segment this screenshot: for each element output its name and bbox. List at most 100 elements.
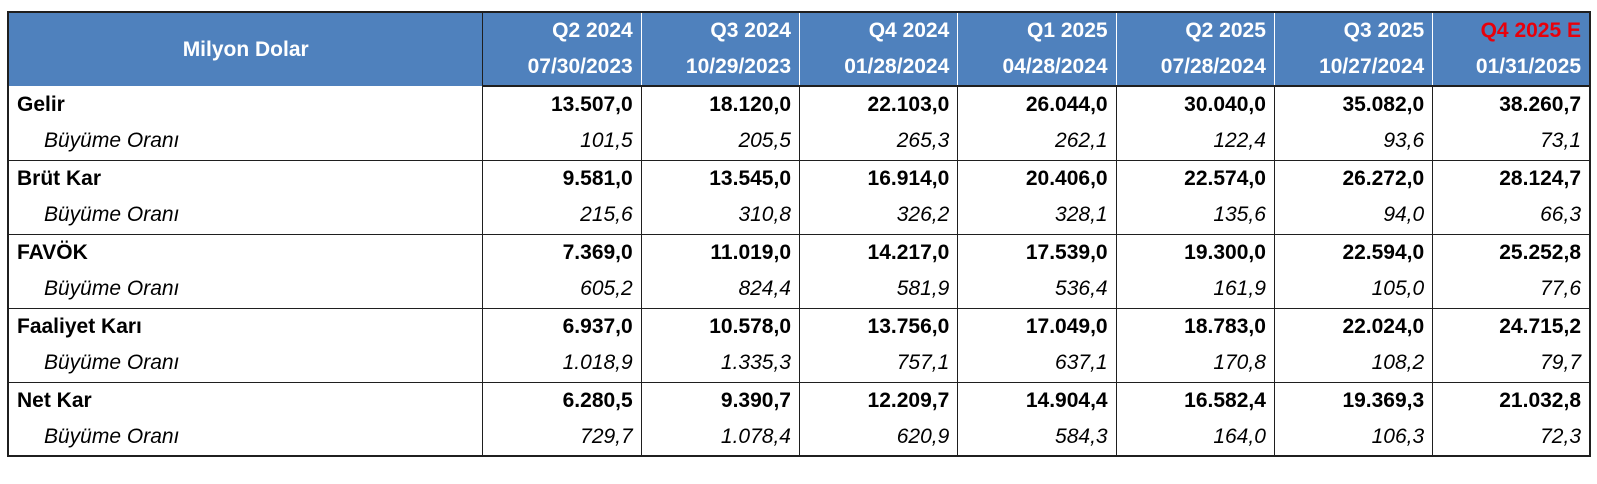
growth-label: Büyüme Oranı: [7, 419, 483, 457]
growth-cell: 79,7: [1432, 345, 1592, 383]
table-body: Gelir 13.507,0 18.120,0 22.103,0 26.044,…: [7, 86, 1592, 457]
unit-label-header: Milyon Dolar: [7, 11, 484, 86]
growth-cell: 77,6: [1432, 271, 1592, 309]
growth-cell: 637,1: [957, 345, 1117, 383]
metric-label: Net Kar: [7, 382, 483, 419]
value-cell: 28.124,7: [1432, 160, 1592, 197]
value-cell: 19.300,0: [1115, 234, 1275, 271]
table-row-brut-kar-growth: Büyüme Oranı 215,6 310,8 326,2 328,1 135…: [7, 197, 1592, 235]
financial-table: Milyon Dolar Q2 2024 Q3 2024 Q4 2024 Q1 …: [7, 11, 1592, 457]
value-cell: 22.574,0: [1115, 160, 1275, 197]
table-row-faaliyet-kari: Faaliyet Karı 6.937,0 10.578,0 13.756,0 …: [7, 308, 1592, 345]
growth-cell: 605,2: [482, 271, 642, 309]
growth-cell: 66,3: [1432, 197, 1592, 235]
value-cell: 18.120,0: [640, 86, 800, 123]
growth-label: Büyüme Oranı: [7, 345, 483, 383]
growth-cell: 101,5: [482, 123, 642, 161]
value-cell: 11.019,0: [640, 234, 800, 271]
date-header-q1-2025: 04/28/2024: [957, 49, 1117, 87]
value-cell: 13.756,0: [798, 308, 958, 345]
growth-cell: 135,6: [1115, 197, 1275, 235]
table-row-net-kar: Net Kar 6.280,5 9.390,7 12.209,7 14.904,…: [7, 382, 1592, 419]
growth-cell: 1.018,9: [482, 345, 642, 383]
quarter-header-q1-2025: Q1 2025: [957, 11, 1117, 49]
value-cell: 21.032,8: [1432, 382, 1592, 419]
growth-cell: 328,1: [957, 197, 1117, 235]
value-cell: 7.369,0: [482, 234, 642, 271]
growth-cell: 164,0: [1115, 419, 1275, 457]
table-row-gelir: Gelir 13.507,0 18.120,0 22.103,0 26.044,…: [7, 86, 1592, 123]
growth-cell: 1.078,4: [640, 419, 800, 457]
date-header-q3-2024: 10/29/2023: [640, 49, 800, 87]
growth-cell: 94,0: [1273, 197, 1433, 235]
quarter-header-q2-2025: Q2 2025: [1115, 11, 1275, 49]
header-row-quarters: Milyon Dolar Q2 2024 Q3 2024 Q4 2024 Q1 …: [7, 11, 1592, 86]
value-cell: 25.252,8: [1432, 234, 1592, 271]
value-cell: 14.217,0: [798, 234, 958, 271]
value-cell: 16.582,4: [1115, 382, 1275, 419]
value-cell: 26.272,0: [1273, 160, 1433, 197]
value-cell: 12.209,7: [798, 382, 958, 419]
growth-cell: 620,9: [798, 419, 958, 457]
date-header-q2-2025: 07/28/2024: [1115, 49, 1275, 87]
growth-cell: 205,5: [640, 123, 800, 161]
growth-cell: 72,3: [1432, 419, 1592, 457]
value-cell: 22.103,0: [798, 86, 958, 123]
value-cell: 24.715,2: [1432, 308, 1592, 345]
metric-label: Brüt Kar: [7, 160, 483, 197]
value-cell: 20.406,0: [957, 160, 1117, 197]
date-header-q4-2025: 01/31/2025: [1432, 49, 1592, 87]
growth-label: Büyüme Oranı: [7, 123, 483, 161]
value-cell: 22.024,0: [1273, 308, 1433, 345]
value-cell: 38.260,7: [1432, 86, 1592, 123]
value-cell: 10.578,0: [640, 308, 800, 345]
value-cell: 26.044,0: [957, 86, 1117, 123]
growth-cell: 310,8: [640, 197, 800, 235]
metric-label: Gelir: [7, 86, 483, 123]
value-cell: 14.904,4: [957, 382, 1117, 419]
value-cell: 30.040,0: [1115, 86, 1275, 123]
growth-cell: 262,1: [957, 123, 1117, 161]
growth-cell: 105,0: [1273, 271, 1433, 309]
growth-cell: 536,4: [957, 271, 1117, 309]
quarter-header-q4-2024: Q4 2024: [798, 11, 958, 49]
table-row-favok: FAVÖK 7.369,0 11.019,0 14.217,0 17.539,0…: [7, 234, 1592, 271]
quarter-header-q2-2024: Q2 2024: [482, 11, 642, 49]
growth-cell: 581,9: [798, 271, 958, 309]
value-cell: 17.539,0: [957, 234, 1117, 271]
value-cell: 16.914,0: [798, 160, 958, 197]
quarter-header-q4-2025-estimate: Q4 2025 E: [1432, 11, 1592, 49]
value-cell: 13.545,0: [640, 160, 800, 197]
value-cell: 19.369,3: [1273, 382, 1433, 419]
growth-cell: 73,1: [1432, 123, 1592, 161]
growth-cell: 1.335,3: [640, 345, 800, 383]
date-header-q3-2025: 10/27/2024: [1273, 49, 1433, 87]
growth-cell: 93,6: [1273, 123, 1433, 161]
header-row-dates: 07/30/2023 10/29/2023 01/28/2024 04/28/2…: [8, 49, 1592, 87]
value-cell: 35.082,0: [1273, 86, 1433, 123]
growth-cell: 824,4: [640, 271, 800, 309]
table-row-gelir-growth: Büyüme Oranı 101,5 205,5 265,3 262,1 122…: [7, 123, 1592, 161]
value-cell: 17.049,0: [957, 308, 1117, 345]
growth-label: Büyüme Oranı: [7, 197, 483, 235]
growth-label: Büyüme Oranı: [7, 271, 483, 309]
value-cell: 6.937,0: [482, 308, 642, 345]
value-cell: 18.783,0: [1115, 308, 1275, 345]
growth-cell: 729,7: [482, 419, 642, 457]
table-row-faaliyet-kari-growth: Büyüme Oranı 1.018,9 1.335,3 757,1 637,1…: [7, 345, 1592, 383]
quarter-header-q3-2025: Q3 2025: [1273, 11, 1433, 49]
value-cell: 22.594,0: [1273, 234, 1433, 271]
growth-cell: 215,6: [482, 197, 642, 235]
value-cell: 9.390,7: [640, 382, 800, 419]
growth-cell: 584,3: [957, 419, 1117, 457]
growth-cell: 161,9: [1115, 271, 1275, 309]
date-header-q4-2024: 01/28/2024: [798, 49, 958, 87]
growth-cell: 757,1: [798, 345, 958, 383]
date-header-q2-2024: 07/30/2023: [482, 49, 642, 87]
growth-cell: 108,2: [1273, 345, 1433, 383]
quarter-header-q3-2024: Q3 2024: [640, 11, 800, 49]
table-row-favok-growth: Büyüme Oranı 605,2 824,4 581,9 536,4 161…: [7, 271, 1592, 309]
growth-cell: 170,8: [1115, 345, 1275, 383]
growth-cell: 265,3: [798, 123, 958, 161]
value-cell: 9.581,0: [482, 160, 642, 197]
